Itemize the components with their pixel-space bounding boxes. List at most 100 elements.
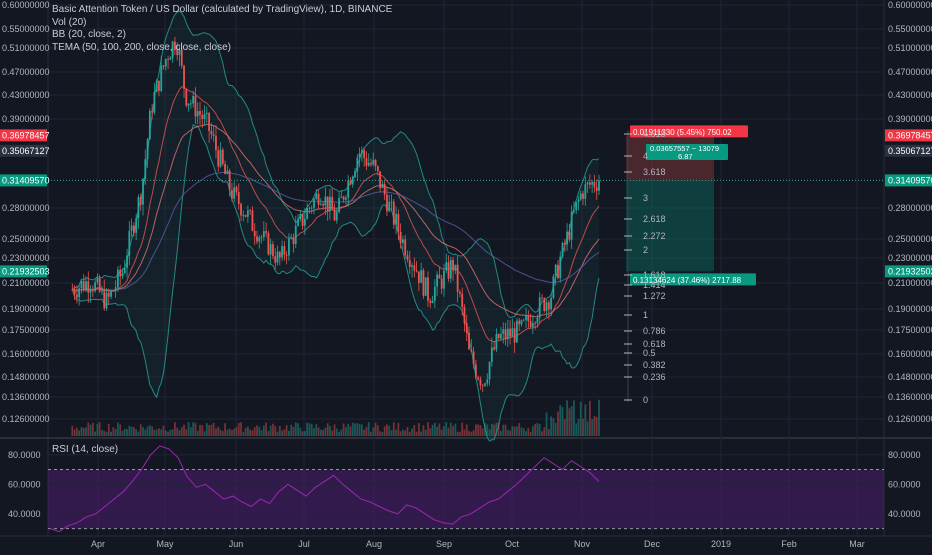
volume-bar	[402, 429, 404, 436]
candle-body	[566, 231, 568, 245]
volume-bar	[588, 400, 591, 436]
candle-body	[429, 300, 432, 303]
volume-bar	[285, 425, 288, 436]
volume-bar	[329, 425, 331, 436]
volume-bar	[333, 424, 336, 436]
candle-body	[249, 210, 252, 212]
candle-body	[333, 209, 336, 221]
candle-body	[459, 291, 461, 294]
volume-bar	[570, 406, 573, 436]
rsi-label[interactable]: RSI (14, close)	[52, 444, 119, 455]
time-tick-label: 2019	[711, 539, 731, 549]
candle-body	[468, 332, 470, 350]
volume-bar	[164, 430, 167, 436]
entry-label-line2: 6.87	[678, 152, 693, 161]
candle-body	[192, 95, 195, 104]
candle-body	[281, 246, 283, 258]
candle-body	[438, 274, 441, 279]
fib-level-label: 0.786	[643, 326, 666, 336]
volume-bar	[438, 423, 441, 436]
volume-bar	[98, 422, 101, 436]
candle-body	[313, 198, 315, 208]
volume-bar	[413, 425, 416, 436]
price-tag-left-bg	[0, 265, 47, 278]
volume-bar	[541, 431, 543, 436]
volume-bar	[272, 423, 274, 436]
tema-mid-line	[72, 123, 600, 318]
candle-body	[598, 180, 600, 191]
volume-bar	[525, 431, 527, 436]
candle-body	[525, 315, 527, 320]
candle-body	[123, 268, 126, 273]
indicator-volume[interactable]: Vol (20)	[52, 16, 87, 28]
volume-bar	[347, 423, 350, 436]
volume-bar	[82, 427, 85, 436]
fib-level-label: 2.272	[643, 231, 666, 241]
candle-body	[593, 181, 596, 188]
volume-bar	[94, 431, 97, 436]
candle-body	[155, 80, 158, 92]
candle-body	[404, 239, 407, 256]
candle-body	[531, 323, 534, 327]
candle-body	[272, 244, 274, 257]
candle-body	[500, 333, 502, 339]
fib-level-label: 1	[643, 310, 648, 320]
entry-label-bg	[646, 144, 728, 160]
candle-body	[98, 278, 101, 292]
volume-bar	[360, 424, 363, 436]
rsi-tick-label-right: 80.0000	[888, 450, 921, 460]
candle-body	[94, 282, 97, 292]
volume-bar	[516, 426, 518, 436]
candle-body	[454, 264, 457, 271]
candle-body	[595, 187, 598, 191]
volume-bar	[178, 430, 181, 436]
volume-bar	[386, 424, 388, 436]
candle-body	[449, 259, 452, 279]
candle-body	[397, 213, 400, 232]
volume-bar	[119, 424, 122, 436]
fib-level-label: 0.5	[643, 348, 656, 358]
volume-bar	[242, 431, 245, 436]
rsi-line	[49, 445, 600, 533]
volume-bar	[392, 422, 395, 436]
volume-bar	[388, 425, 391, 436]
price-tag-right-bg	[885, 144, 932, 157]
candle-body	[315, 193, 318, 199]
volume-bar	[497, 422, 500, 436]
candle-body	[112, 290, 115, 292]
candle-body	[445, 262, 448, 271]
volume-bar	[78, 430, 81, 436]
symbol-title[interactable]: Basic Attention Token / US Dollar (calcu…	[52, 4, 393, 15]
indicator-tema[interactable]: TEMA (50, 100, 200, close, close, close)	[52, 41, 231, 53]
volume-bar	[237, 422, 240, 436]
candle-body	[217, 150, 220, 167]
price-tick-label-right: 0.28000000	[888, 203, 932, 213]
volume-bar	[598, 399, 600, 436]
volume-bar	[126, 429, 128, 436]
volume-bar	[117, 422, 119, 436]
volume-bar	[545, 412, 548, 436]
candle-body	[119, 269, 122, 277]
candle-body	[520, 320, 523, 325]
volume-bar	[349, 426, 352, 436]
volume-bar	[443, 426, 445, 436]
volume-bar	[235, 426, 238, 436]
volume-bar	[477, 424, 480, 436]
candle-body	[486, 379, 489, 384]
volume-bar	[132, 427, 135, 436]
candle-body	[110, 290, 112, 297]
candle-body	[121, 272, 124, 277]
candle-body	[135, 218, 138, 233]
volume-bar	[260, 430, 263, 436]
rsi-legend[interactable]: RSI (14, close)	[52, 444, 118, 455]
candle-body	[278, 251, 281, 258]
volume-bar	[436, 426, 439, 436]
volume-bar	[146, 426, 149, 436]
candle-body	[351, 176, 354, 185]
indicator-bollinger[interactable]: BB (20, close, 2)	[52, 29, 126, 40]
time-tick-label: Jun	[229, 539, 244, 549]
candle-body	[345, 197, 347, 200]
candle-body	[151, 110, 154, 113]
